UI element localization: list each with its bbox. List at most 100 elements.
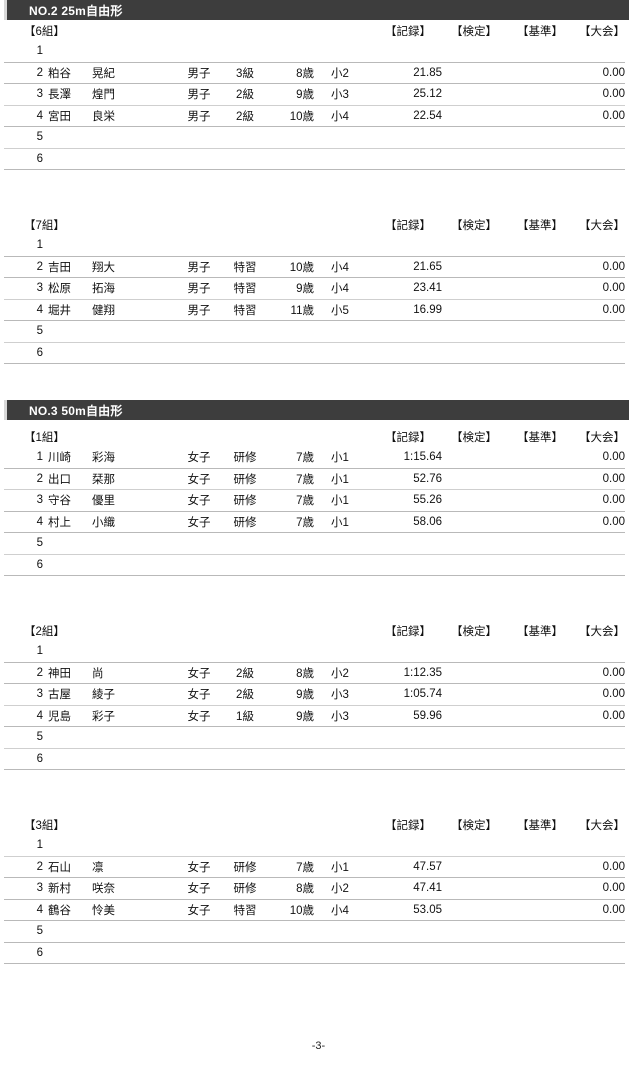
school-year: 小3 — [331, 89, 349, 102]
age: 11歳 — [290, 304, 314, 317]
record-time: 47.41 — [413, 882, 442, 895]
swimmer-name — [48, 839, 178, 851]
column-header-certification: 【検定】 — [451, 819, 497, 832]
age: 7歳 — [296, 516, 314, 529]
entry-rows: 1 2 神田尚 女子 2級 8歳 小2 1:12.35 — [0, 641, 637, 770]
entry-rows: 1 2 吉田 翔大 男子 特習 10歳 小4 21.65 — [0, 235, 637, 364]
table-row: 1 — [4, 835, 625, 857]
school-year: 小3 — [331, 710, 349, 723]
record-time: 55.26 — [413, 494, 442, 507]
heat-spacer — [0, 170, 637, 214]
lane-number: 4 — [36, 709, 43, 722]
swimmer-name: 神田尚 — [48, 667, 104, 680]
page-number: -3- — [311, 1040, 326, 1052]
gender: 男子 — [187, 261, 211, 274]
lane-number: 1 — [36, 839, 43, 852]
meet-value: 0.00 — [602, 903, 625, 916]
lane-number: 1 — [36, 45, 43, 58]
swimmer-name: 守谷 優里 — [48, 495, 115, 508]
record-time: 21.65 — [413, 260, 442, 273]
age: 7歳 — [296, 452, 314, 465]
meet-value: 0.00 — [602, 666, 625, 679]
gender: 女子 — [187, 710, 211, 723]
event-title: NO.2 25m自由形 — [29, 3, 123, 18]
lane-number: 4 — [36, 109, 43, 122]
gender: 女子 — [187, 667, 211, 680]
gender: 女子 — [187, 883, 211, 896]
table-row: 5 — [4, 127, 625, 149]
grade-rank: 2級 — [236, 689, 254, 702]
meet-value: 0.00 — [602, 303, 625, 316]
age: 9歳 — [296, 710, 314, 723]
swimmer-name — [48, 325, 178, 337]
table-row: 1 — [4, 41, 625, 63]
grade-rank: 1級 — [236, 710, 254, 723]
school-year: 小4 — [331, 904, 349, 917]
table-row: 2 出口 栞那 女子 研修 7歳 小1 52.76 0.00 — [4, 469, 625, 490]
lane-number: 2 — [36, 260, 43, 273]
school-year: 小1 — [331, 495, 349, 508]
table-row: 4 宮田 良栄 男子 2級 10歳 小4 22.54 0.00 — [4, 106, 625, 127]
meet-value: 0.00 — [602, 109, 625, 122]
lane-number: 3 — [36, 282, 43, 295]
swimmer-name: 児島 彩子 — [48, 710, 115, 723]
record-time: 23.41 — [413, 282, 442, 295]
heat-spacer — [0, 576, 637, 620]
age: 7歳 — [296, 473, 314, 486]
lane-number: 5 — [36, 925, 43, 938]
heat-header: 【7組】 【記録】 【検定】 【基準】 【大会】 — [0, 214, 637, 235]
record-time: 16.99 — [413, 303, 442, 316]
lane-number: 6 — [36, 346, 43, 359]
entry-rows: 1 2 粕谷 晃紀 男子 3級 8歳 小2 21.85 — [0, 41, 637, 170]
table-row: 3 長澤 煌門 男子 2級 9歳 小3 25.12 0.00 — [4, 84, 625, 106]
column-header-standard: 【基準】 — [517, 25, 563, 38]
record-time: 47.57 — [413, 860, 442, 873]
gender: 女子 — [187, 516, 211, 529]
gender: 女子 — [187, 904, 211, 917]
heat-header: 【2組】 【記録】 【検定】 【基準】 【大会】 — [0, 620, 637, 641]
record-time: 53.05 — [413, 903, 442, 916]
age: 10歳 — [289, 904, 314, 917]
entry-rows: 1 2 石山凛 女子 研修 7歳 小1 47.57 — [0, 835, 637, 964]
lane-number: 1 — [36, 239, 43, 252]
record-time: 1:12.35 — [403, 666, 442, 679]
swimmer-name — [48, 753, 178, 765]
heat-header: 【3組】 【記録】 【検定】 【基準】 【大会】 — [0, 814, 637, 835]
swimmer-name — [48, 947, 178, 959]
column-header-meet: 【大会】 — [579, 625, 625, 638]
grade-rank: 3級 — [236, 67, 254, 80]
lane-number: 1 — [36, 451, 43, 464]
lane-number: 5 — [36, 131, 43, 144]
column-header-certification: 【検定】 — [451, 625, 497, 638]
school-year: 小4 — [331, 261, 349, 274]
swimmer-name — [48, 239, 178, 251]
record-time: 1:05.74 — [403, 688, 442, 701]
column-header-standard: 【基準】 — [517, 219, 563, 232]
column-header-certification: 【検定】 — [451, 431, 497, 444]
gender: 男子 — [187, 67, 211, 80]
grade-rank: 研修 — [233, 473, 257, 486]
swimmer-name: 石山凛 — [48, 861, 104, 874]
meet-value: 0.00 — [602, 260, 625, 273]
record-time: 58.06 — [413, 515, 442, 528]
meet-value: 0.00 — [602, 882, 625, 895]
table-row: 1 — [4, 641, 625, 663]
age: 10歳 — [289, 261, 314, 274]
meet-value: 0.00 — [602, 688, 625, 701]
age: 9歳 — [296, 89, 314, 102]
heat-label: 【6組】 — [24, 25, 65, 38]
table-row: 2 石山凛 女子 研修 7歳 小1 47.57 0.00 — [4, 857, 625, 878]
age: 8歳 — [296, 667, 314, 680]
lane-number: 4 — [36, 515, 43, 528]
grade-rank: 2級 — [236, 110, 254, 123]
school-year: 小2 — [331, 883, 349, 896]
grade-rank: 特習 — [233, 304, 257, 317]
column-header-meet: 【大会】 — [579, 819, 625, 832]
table-row: 5 — [4, 921, 625, 943]
swimmer-name: 粕谷 晃紀 — [48, 67, 115, 80]
school-year: 小2 — [331, 667, 349, 680]
lane-number: 3 — [36, 688, 43, 701]
event-title: NO.3 50m自由形 — [29, 403, 123, 418]
heat-header: 【6組】 【記録】 【検定】 【基準】 【大会】 — [0, 20, 637, 41]
